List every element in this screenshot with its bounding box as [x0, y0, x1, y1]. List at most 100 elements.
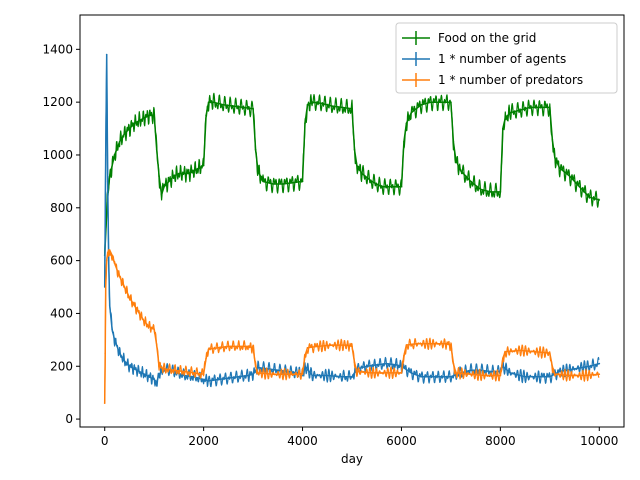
series-0-point — [450, 101, 452, 103]
series-2-point — [237, 345, 240, 348]
series-0-point — [554, 156, 556, 159]
x-tick-label: 6000 — [386, 434, 417, 448]
series-2-point — [257, 372, 259, 374]
series-1-point — [108, 304, 111, 307]
series-2-point — [353, 361, 356, 364]
series-2-point — [568, 374, 571, 377]
y-tick-label: 0 — [65, 412, 73, 426]
series-2-point — [551, 365, 554, 368]
series-2-point — [346, 344, 348, 346]
series-0-point — [163, 185, 165, 188]
series-1-point — [128, 365, 131, 368]
series-0-point — [252, 108, 254, 110]
x-tick-label: 4000 — [287, 434, 318, 448]
series-1-point — [277, 369, 279, 372]
series-2-point — [450, 344, 452, 346]
series-2-point — [128, 296, 131, 299]
series-0-point — [356, 164, 358, 167]
legend-label: Food on the grid — [438, 31, 536, 45]
series-0-point — [242, 106, 244, 109]
y-tick-label: 800 — [50, 201, 73, 215]
series-2-point — [158, 365, 160, 368]
series-0-point — [133, 122, 136, 125]
series-2-point — [306, 347, 309, 349]
series-2-point — [403, 354, 405, 357]
series-2-point — [304, 354, 306, 357]
series-2-point — [519, 349, 521, 352]
series-1-point — [192, 376, 195, 378]
series-0-point — [452, 141, 455, 143]
series-0-point — [178, 172, 180, 175]
series-2-point — [123, 286, 126, 288]
series-1-point — [138, 370, 141, 373]
series-2-point — [173, 369, 175, 372]
series-0-point — [440, 101, 442, 103]
series-0-point — [168, 180, 170, 183]
series-0-band — [104, 92, 600, 256]
series-0-point — [183, 172, 185, 175]
series-2-point — [351, 345, 353, 348]
series-0-point — [222, 104, 225, 106]
series-0-point — [558, 167, 561, 169]
series-0-point — [153, 114, 155, 117]
series-0-point — [479, 188, 482, 191]
series-2-point — [103, 402, 106, 405]
series-2-point — [549, 352, 551, 354]
series-0-point — [197, 167, 200, 169]
series-2-point — [153, 328, 155, 331]
series-0-point — [504, 117, 507, 119]
legend-label: 1 * number of agents — [438, 52, 566, 66]
series-2-point — [415, 343, 418, 345]
series-1-point — [227, 377, 230, 379]
legend-box — [395, 22, 618, 94]
series-0-point — [405, 122, 408, 125]
series-1-point — [257, 366, 259, 369]
series-1-point — [469, 369, 472, 372]
series-1-point — [148, 376, 150, 378]
series-1-point — [549, 376, 551, 378]
series-1-point — [158, 373, 160, 376]
series-2-point — [207, 348, 210, 350]
series-1-point — [207, 380, 210, 382]
series-1-point — [341, 376, 343, 378]
series-0-point — [257, 170, 259, 172]
series-2-point — [104, 286, 107, 288]
series-0-point — [254, 148, 257, 151]
series-0 — [103, 92, 601, 257]
series-1-point — [311, 374, 314, 377]
series-2-point — [534, 350, 536, 353]
series-1-point — [217, 378, 220, 381]
series-1-point — [588, 365, 591, 368]
x-tick-label: 8000 — [485, 434, 516, 448]
series-1-point — [105, 53, 108, 56]
series-2-point — [205, 357, 207, 360]
legend-label: 1 * number of predators — [438, 73, 583, 87]
series-1-point — [155, 381, 158, 383]
series-0-point — [192, 170, 195, 172]
series-2-point — [143, 320, 146, 323]
series-0-point — [341, 106, 343, 109]
y-tick-label: 600 — [50, 254, 73, 268]
y-tick-label: 1000 — [42, 148, 73, 162]
series-0-point — [291, 181, 294, 184]
series-0-point — [160, 193, 163, 196]
series-0-point — [301, 180, 304, 183]
series-0-point — [420, 104, 423, 106]
series-0-point — [361, 172, 363, 175]
series-2-point — [163, 368, 165, 370]
series-2-point — [133, 304, 136, 307]
series-2-point — [202, 373, 205, 376]
series-1-point — [111, 328, 113, 331]
series-2-point — [108, 249, 111, 251]
series-2-point — [192, 372, 195, 374]
axes-frame — [79, 14, 625, 428]
series-0-point — [148, 114, 150, 117]
x-tick-label: 2000 — [188, 434, 219, 448]
series-0-point — [400, 185, 403, 188]
series-1-point — [395, 364, 398, 366]
series-0-point — [353, 148, 356, 151]
series-0-point — [118, 141, 121, 143]
series-0-point — [529, 106, 531, 109]
series-1-point — [489, 370, 492, 373]
series-0-point — [138, 119, 141, 122]
